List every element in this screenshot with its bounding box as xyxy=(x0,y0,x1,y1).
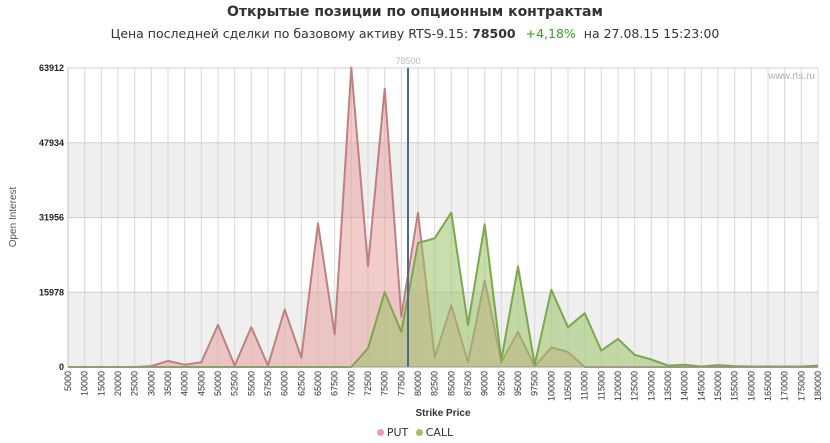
x-tick-label: 67500 xyxy=(330,371,340,396)
y-tick-label: 63912 xyxy=(39,63,64,73)
x-tick-label: 92500 xyxy=(496,371,506,396)
current-price-marker: 78500 xyxy=(395,56,421,367)
x-tick-label: 110000 xyxy=(580,371,590,400)
subtitle-suffix: на 27.08.15 15:23:00 xyxy=(583,26,720,41)
y-tick-label: 31956 xyxy=(39,213,64,223)
x-tick-label: 75000 xyxy=(380,371,390,396)
x-tick-label: 87500 xyxy=(463,371,473,396)
x-tick-label: 135000 xyxy=(663,371,673,401)
x-tick-label: 45000 xyxy=(196,371,206,396)
x-tick-label: 105000 xyxy=(563,371,573,401)
legend-item-call[interactable]: CALL xyxy=(415,426,454,439)
x-tick-label: 160000 xyxy=(746,371,756,401)
x-tick-label: 62500 xyxy=(296,371,306,396)
x-tick-label: 125000 xyxy=(630,371,640,401)
x-tick-label: 40000 xyxy=(180,371,190,396)
x-tick-label: 140000 xyxy=(680,371,690,401)
x-tick-label: 180000 xyxy=(813,371,823,401)
last-price: 78500 xyxy=(472,26,516,41)
legend-put-label: PUT xyxy=(386,426,409,439)
axes xyxy=(67,68,818,368)
legend-call-label: CALL xyxy=(425,426,454,439)
x-tick-label: 95000 xyxy=(513,371,523,396)
x-tick-label: 55000 xyxy=(246,371,256,396)
y-axis-label: Open Interest xyxy=(8,186,19,247)
x-tick-label: 80000 xyxy=(413,371,423,396)
x-tick-label: 85000 xyxy=(446,371,456,396)
x-tick-label: 77500 xyxy=(396,371,406,396)
x-tick-label: 82500 xyxy=(430,371,440,396)
x-tick-label: 57500 xyxy=(263,371,273,396)
y-tick-labels: 0 15978 31956 47934 63912 xyxy=(39,63,64,372)
y-tick-label: 15978 xyxy=(39,287,64,297)
chart-title: Открытые позиции по опционным контрактам xyxy=(227,4,603,20)
x-tick-label: 35000 xyxy=(163,371,173,396)
legend-item-put[interactable]: PUT xyxy=(376,426,409,439)
x-tick-label: 30000 xyxy=(146,371,156,396)
x-tick-label: 145000 xyxy=(696,371,706,401)
x-tick-label: 175000 xyxy=(796,371,806,401)
subtitle-prefix: Цена последней сделки по базовому активу… xyxy=(110,26,469,41)
x-tick-label: 52500 xyxy=(230,371,240,396)
series-area-call xyxy=(68,212,818,367)
x-axis-label: Strike Price xyxy=(415,408,470,419)
x-tick-label: 115000 xyxy=(596,371,606,400)
x-tick-label: 60000 xyxy=(280,371,290,396)
x-tick-label: 155000 xyxy=(730,371,740,401)
x-tick-label: 170000 xyxy=(780,371,790,401)
x-tick-label: 72500 xyxy=(363,371,373,396)
y-tick-label: 47934 xyxy=(39,138,64,148)
x-tick-label: 130000 xyxy=(646,371,656,401)
legend: PUT CALL xyxy=(0,426,830,439)
x-tick-label: 120000 xyxy=(613,371,623,401)
y-tick-label: 0 xyxy=(59,362,64,372)
x-tick-label: 150000 xyxy=(713,371,723,401)
x-tick-label: 97500 xyxy=(530,371,540,396)
legend-call-marker xyxy=(415,429,423,436)
x-tick-label: 20000 xyxy=(113,371,123,396)
x-tick-label: 165000 xyxy=(763,371,773,401)
watermark: www.rts.ru xyxy=(767,71,815,82)
current-price-label: 78500 xyxy=(395,56,420,66)
x-tick-label: 65000 xyxy=(313,371,323,396)
x-tick-label: 10000 xyxy=(80,371,90,396)
x-tick-label: 90000 xyxy=(480,371,490,396)
chart-subtitle: Цена последней сделки по базовому активу… xyxy=(0,26,830,41)
price-change: +4,18% xyxy=(525,26,576,41)
x-tick-label: 100000 xyxy=(546,371,556,401)
x-tick-label: 15000 xyxy=(96,371,106,396)
x-tick-label: 70000 xyxy=(346,371,356,396)
x-tick-labels: 5000 10000 15000 20000 25000 30000 35000 40000 4… xyxy=(63,371,823,401)
x-tick-label: 50000 xyxy=(213,371,223,396)
plot-band xyxy=(68,142,818,218)
x-tick-label: 5000 xyxy=(63,371,73,391)
legend-put-marker xyxy=(376,429,384,436)
x-tick-label: 25000 xyxy=(130,371,140,396)
